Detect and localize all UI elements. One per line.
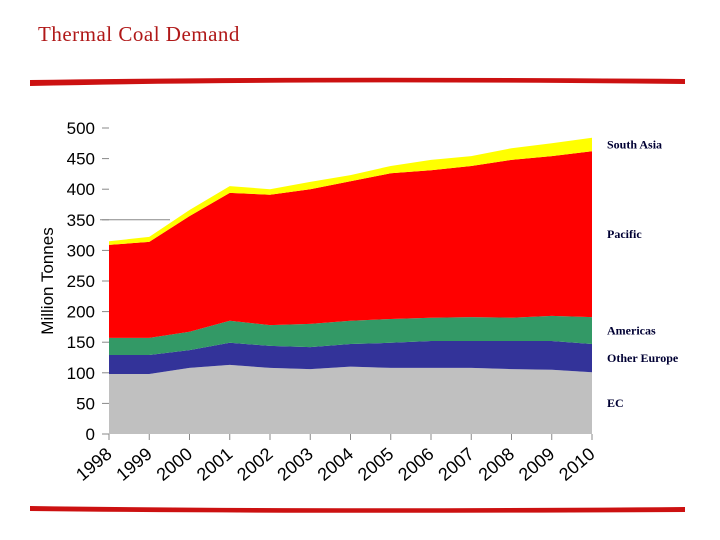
series-label: Pacific	[607, 227, 642, 241]
area-americas	[109, 315, 592, 356]
area-ec	[109, 364, 592, 434]
x-tick-label: 1998	[72, 444, 116, 485]
y-tick-label: 500	[67, 119, 95, 138]
series-label: Americas	[607, 324, 656, 338]
series-label: EC	[607, 396, 624, 410]
x-tick-label: 2004	[314, 444, 358, 485]
x-tick-label: 2008	[475, 444, 519, 485]
y-axis-label: Million Tonnes	[38, 227, 57, 334]
x-tick-label: 2010	[555, 444, 599, 485]
y-tick-label: 200	[67, 303, 95, 322]
x-tick-label: 2005	[354, 444, 398, 485]
y-tick-label: 250	[67, 272, 95, 291]
area-pacific	[109, 151, 592, 338]
series-label: Other Europe	[607, 351, 679, 365]
x-tick-label: 2009	[515, 444, 559, 485]
y-tick-label: 100	[67, 364, 95, 383]
bottom-rule	[30, 506, 685, 513]
y-tick-label: 150	[67, 333, 95, 352]
y-tick-label: 50	[76, 394, 95, 413]
top-rule	[30, 77, 685, 86]
x-tick-label: 1999	[112, 444, 156, 485]
y-tick-label: 400	[67, 180, 95, 199]
area-other-europe	[109, 340, 592, 375]
x-tick-label: 2003	[273, 444, 317, 485]
area-south-asia	[109, 137, 592, 245]
page-title: Thermal Coal Demand	[38, 22, 240, 46]
x-tick-label: 2007	[434, 444, 478, 485]
x-tick-label: 2006	[394, 444, 438, 485]
y-tick-label: 300	[67, 241, 95, 260]
y-tick-label: 350	[67, 211, 95, 230]
y-tick-label: 450	[67, 150, 95, 169]
series-label: South Asia	[607, 138, 662, 152]
x-tick-label: 2000	[153, 444, 197, 485]
y-tick-label: 0	[86, 425, 95, 444]
x-tick-label: 2001	[193, 444, 237, 485]
x-tick-label: 2002	[233, 444, 277, 485]
